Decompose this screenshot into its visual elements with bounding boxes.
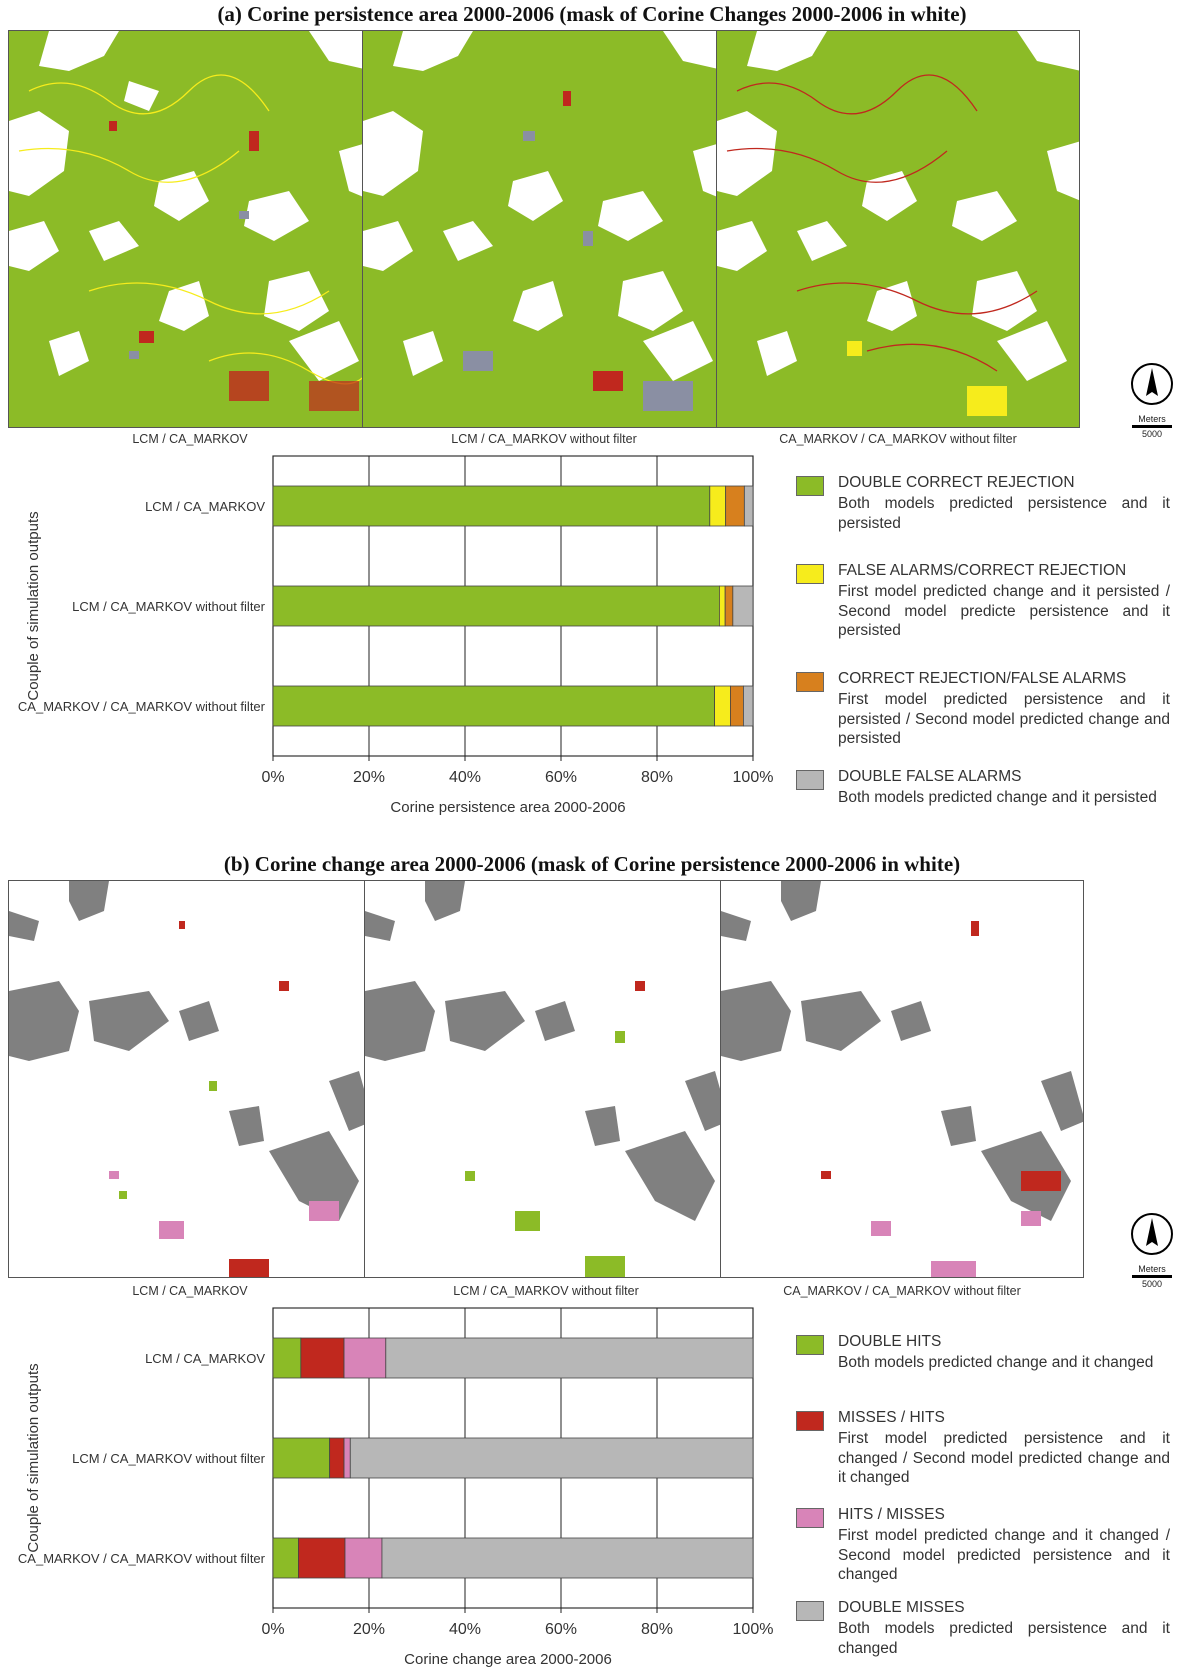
y-axis-label: Couple of simulation outputs (25, 511, 42, 700)
x-tick-label: 100% (733, 769, 774, 786)
legend-b-desc-3: First model predicted change and it chan… (838, 1527, 1170, 1583)
legend-b-swatch-3 (796, 1508, 824, 1528)
section-a-title: (a) Corine persistence area 2000-2006 (m… (217, 2, 967, 26)
chart-persistence: 0% 20% 40% 60% 80% 100% LCM / CA_MARKOV LCM / C… (18, 455, 774, 816)
bar-segment (732, 585, 754, 627)
legend-b-desc-4: Both models predicted persistence and it… (838, 1620, 1170, 1657)
legend-a-desc-3: First model predicted persistence and it… (838, 691, 1170, 747)
bar-segment (743, 485, 754, 527)
y-tick-label: LCM / CA_MARKOV without filter (72, 1451, 266, 1466)
scale-value-a: 5000 (1141, 429, 1163, 439)
map-b-3-caption: CA_MARKOV / CA_MARKOV without filter (783, 1284, 1021, 1298)
map-b-2-caption: LCM / CA_MARKOV without filter (453, 1284, 639, 1298)
x-tick-label: 80% (641, 769, 673, 786)
x-tick-label: 40% (449, 1621, 481, 1638)
bar-segment (272, 1537, 299, 1579)
x-tick-label: 60% (545, 769, 577, 786)
x-tick-label: 60% (545, 1621, 577, 1638)
legend-a-title-2: FALSE ALARMS/CORRECT REJECTION (838, 562, 1127, 579)
scale-unit-b: Meters (1138, 1264, 1166, 1274)
x-axis-label: Corine change area 2000-2006 (404, 1651, 612, 1668)
legend-a-desc-2: First model predicted change and it pers… (838, 583, 1170, 639)
legend-a-desc-1: Both models predicted persistence and it… (838, 495, 1170, 532)
legend-b-title-1: DOUBLE HITS (838, 1333, 942, 1350)
map-a-2 (362, 30, 726, 428)
bar-segment (272, 485, 711, 527)
y-tick-label: LCM / CA_MARKOV without filter (72, 599, 266, 614)
map-a-3-caption: CA_MARKOV / CA_MARKOV without filter (779, 432, 1017, 446)
bar-segment (714, 685, 731, 727)
north-arrow-icon (1130, 1212, 1174, 1261)
scale-bar-b: Meters 5000 (1132, 1264, 1172, 1289)
map-b-1 (8, 880, 372, 1278)
map-b-2 (364, 880, 728, 1278)
legend-b-title-2: MISSES / HITS (838, 1409, 945, 1426)
bar-segment (344, 1537, 383, 1579)
x-axis-label: Corine persistence area 2000-2006 (390, 799, 625, 816)
bar-segment (743, 685, 754, 727)
bar-segment (329, 1437, 345, 1479)
bar-segment (272, 1437, 331, 1479)
y-tick-label: LCM / CA_MARKOV (145, 499, 265, 514)
x-tick-label: 20% (353, 1621, 385, 1638)
legend-a-swatch-2 (796, 564, 824, 584)
bar-segment (385, 1337, 754, 1379)
bar-segment (725, 485, 745, 527)
y-tick-label: CA_MARKOV / CA_MARKOV without filter (18, 1551, 266, 1566)
legend-a-title-1: DOUBLE CORRECT REJECTION (838, 474, 1075, 491)
chart-change: 0% 20% 40% 60% 80% 100% LCM / CA_MARKOV LCM / C… (18, 1307, 774, 1668)
legend-b-desc-2: First model predicted persistence and it… (838, 1430, 1170, 1486)
y-axis-label: Couple of simulation outputs (25, 1363, 42, 1552)
bar-segment (272, 685, 716, 727)
x-tick-label: 0% (261, 769, 284, 786)
bar-segment (272, 1337, 302, 1379)
north-arrow-icon (1130, 362, 1174, 411)
section-b-title: (b) Corine change area 2000-2006 (mask o… (223, 852, 961, 876)
bar-segment (719, 585, 726, 627)
bar-segment (724, 585, 734, 627)
scale-bar-a: Meters 5000 (1132, 414, 1172, 439)
bar-segment (381, 1537, 754, 1579)
bar-segment (272, 585, 720, 627)
legend-a-desc-4: Both models predicted change and it pers… (838, 789, 1157, 806)
scale-value-b: 5000 (1141, 1279, 1163, 1289)
x-tick-label: 20% (353, 769, 385, 786)
map-a-1-caption: LCM / CA_MARKOV (132, 432, 248, 446)
legend-b-swatch-1 (796, 1335, 824, 1355)
map-b-1-caption: LCM / CA_MARKOV (132, 1284, 248, 1298)
map-a-2-caption: LCM / CA_MARKOV without filter (451, 432, 637, 446)
bar-segment (343, 1337, 387, 1379)
x-tick-label: 0% (261, 1621, 284, 1638)
bar-segment (730, 685, 744, 727)
scale-unit-a: Meters (1138, 414, 1166, 424)
y-tick-label: CA_MARKOV / CA_MARKOV without filter (18, 699, 266, 714)
bar-segment (709, 485, 727, 527)
legend-a-swatch-4 (796, 770, 824, 790)
bar-segment (300, 1337, 345, 1379)
legend-b-swatch-4 (796, 1601, 824, 1621)
legend-a-swatch-1 (796, 476, 824, 496)
map-a-1 (8, 30, 372, 428)
legend-b-title-3: HITS / MISSES (838, 1506, 945, 1523)
legend-b-desc-1: Both models predicted change and it chan… (838, 1354, 1154, 1371)
map-b-3 (720, 880, 1084, 1278)
legend-a-title-4: DOUBLE FALSE ALARMS (838, 768, 1022, 785)
x-tick-label: 40% (449, 769, 481, 786)
legend-b-swatch-2 (796, 1411, 824, 1431)
y-tick-label: LCM / CA_MARKOV (145, 1351, 265, 1366)
legend-a-title-3: CORRECT REJECTION/FALSE ALARMS (838, 670, 1127, 687)
legend-a-swatch-3 (796, 672, 824, 692)
bar-segment (349, 1437, 754, 1479)
legend-b-title-4: DOUBLE MISSES (838, 1599, 965, 1616)
x-tick-label: 80% (641, 1621, 673, 1638)
x-tick-label: 100% (733, 1621, 774, 1638)
map-a-3 (716, 30, 1080, 428)
bar-segment (298, 1537, 346, 1579)
bar-segment (343, 1437, 351, 1479)
